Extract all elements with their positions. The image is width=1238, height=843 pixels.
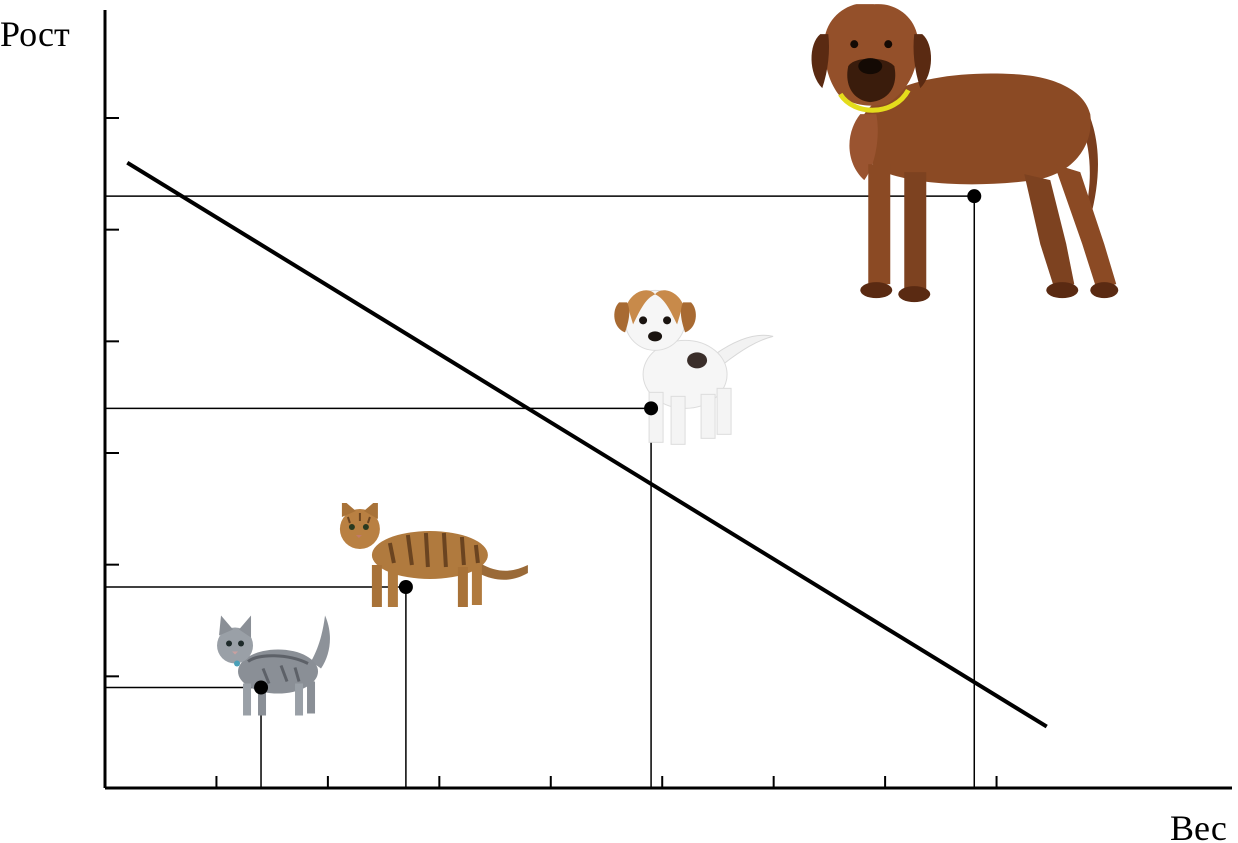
data-point	[644, 401, 659, 416]
trend-line	[126, 160, 1048, 729]
data-point	[254, 680, 269, 695]
grey-kitten-icon	[215, 614, 332, 717]
y-axis-title: Рост	[0, 14, 70, 54]
data-point	[967, 189, 982, 204]
guide-lines	[105, 195, 976, 788]
x-axis-title: Вес	[1170, 808, 1227, 843]
trend-line-group	[126, 160, 1048, 729]
data-point	[398, 580, 413, 594]
axes	[103, 10, 1232, 790]
puppy-icon	[613, 289, 774, 445]
tabby-cat-icon	[337, 503, 530, 609]
big-dog-icon	[812, 3, 1119, 302]
animal-icons	[215, 3, 1119, 717]
data-points	[254, 189, 982, 695]
